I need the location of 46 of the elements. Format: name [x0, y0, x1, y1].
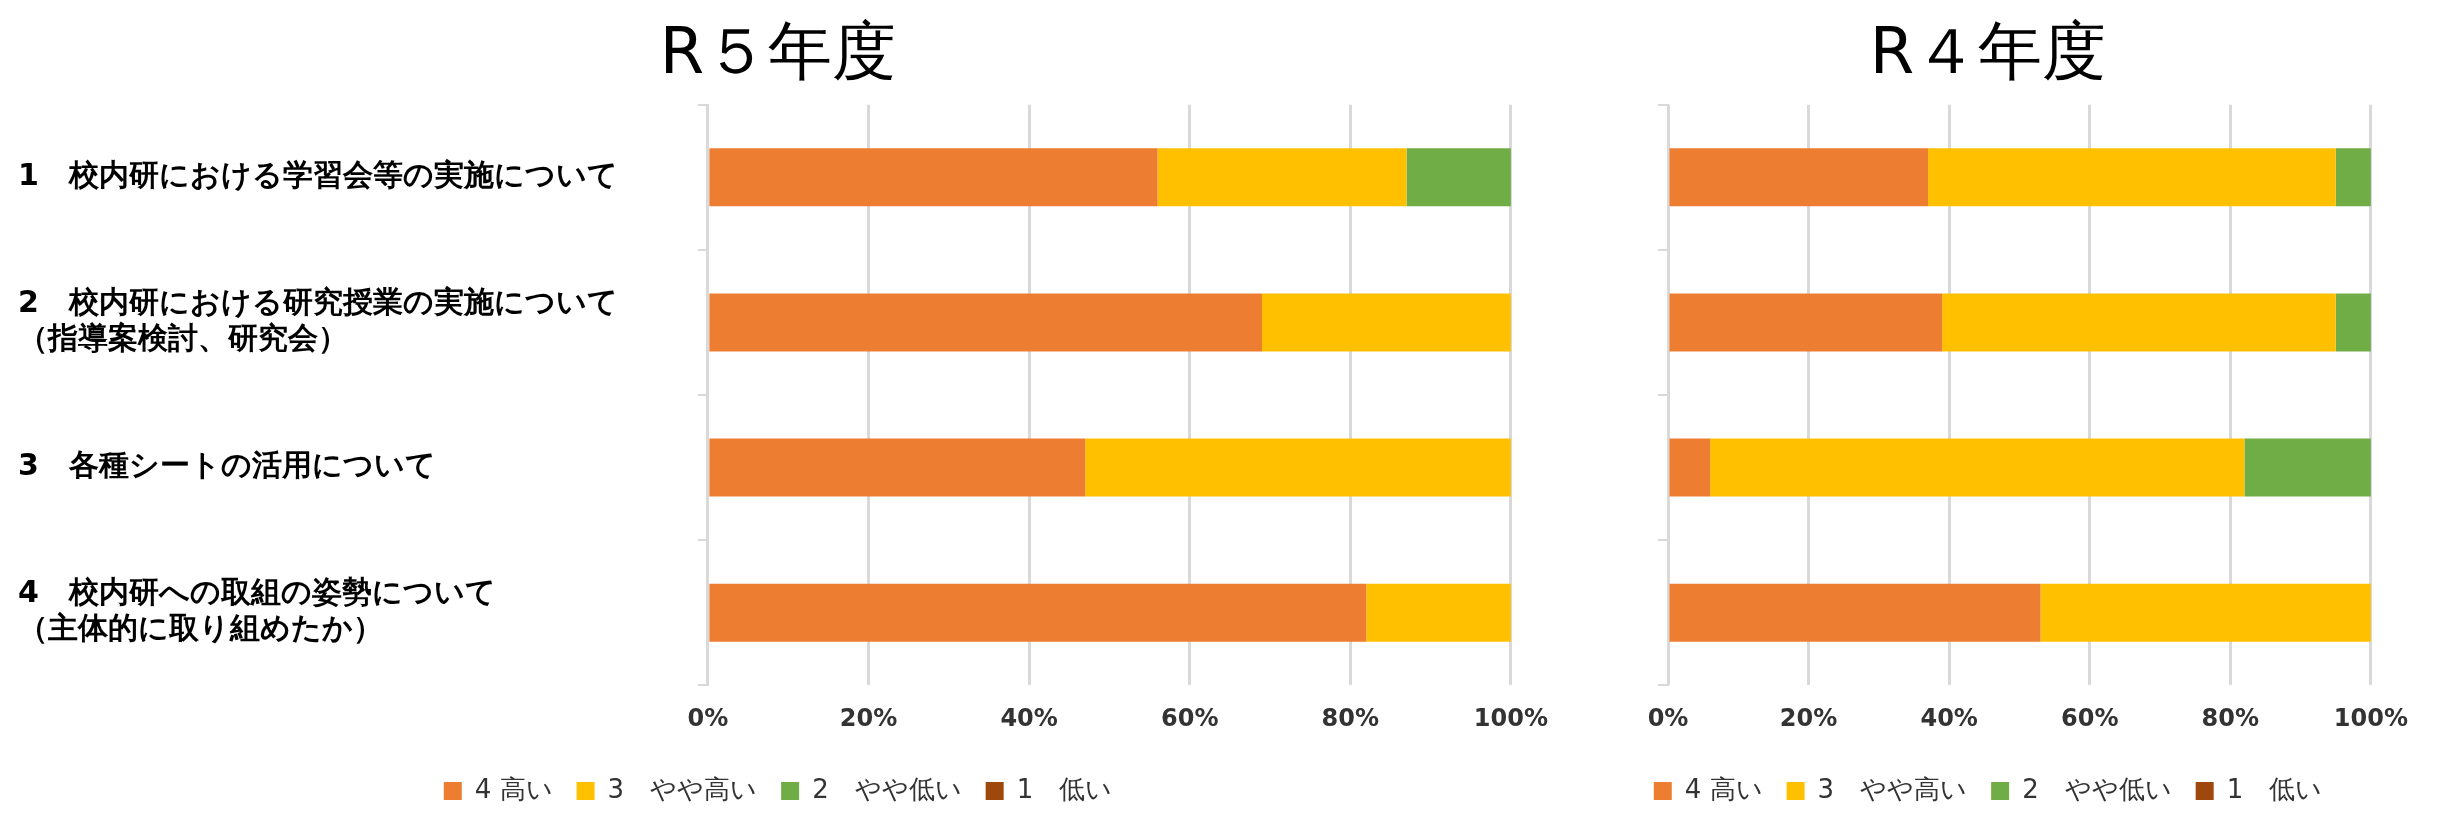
legend-label: 3 やや高い — [1817, 773, 1968, 804]
y-tick-label: 3 各種シートの活用について — [18, 447, 436, 483]
bar — [1669, 583, 2041, 642]
chart-title: R５年度 — [659, 14, 897, 89]
x-tick-label: 40% — [1000, 703, 1058, 732]
x-tick-label: 0% — [687, 703, 729, 732]
chart-title: R４年度 — [1869, 14, 2107, 89]
bar — [709, 293, 1262, 352]
legend-label: 4 高い — [474, 773, 553, 804]
x-tick-label: 40% — [1920, 703, 1978, 732]
legend-label: 2 やや低い — [812, 773, 962, 804]
x-tick-label: 0% — [1647, 703, 1689, 732]
bar — [2335, 293, 2371, 352]
bar — [1157, 148, 1407, 207]
bar — [1669, 293, 1943, 352]
bar — [2335, 148, 2371, 207]
bar — [1366, 583, 1511, 642]
legend-label: 1 低い — [1016, 773, 1113, 804]
y-tick-label: 2 校内研における研究授業の実施について（指導案検討、研究会） — [18, 284, 618, 356]
x-tick-label: 80% — [2201, 703, 2260, 732]
x-tick-label: 20% — [1779, 703, 1838, 732]
bar — [2040, 583, 2371, 642]
bar — [1710, 438, 2245, 497]
bar — [1085, 438, 1511, 497]
x-tick-label: 60% — [1160, 703, 1219, 732]
bar — [2244, 438, 2371, 497]
bar — [709, 148, 1158, 207]
legend-label: 1 低い — [2226, 773, 2323, 804]
legend-label: 4 高い — [1684, 773, 1763, 804]
x-tick-label: 100% — [1473, 703, 1549, 732]
bar — [1669, 148, 1929, 207]
bar — [709, 438, 1086, 497]
y-tick-label: 4 校内研への取組の姿勢について（主体的に取り組めたか） — [18, 574, 496, 646]
x-tick-label: 20% — [839, 703, 898, 732]
legend-label: 2 やや低い — [2022, 773, 2172, 804]
bar — [1942, 293, 2336, 352]
legend-label: 3 やや高い — [607, 773, 758, 804]
bar — [1669, 438, 1711, 497]
x-tick-label: 80% — [1321, 703, 1380, 732]
bar — [1928, 148, 2336, 207]
y-tick-label: 1 校内研における学習会等の実施について — [18, 157, 618, 193]
bar — [709, 583, 1367, 642]
x-tick-label: 100% — [2333, 703, 2409, 732]
bar — [1406, 148, 1511, 207]
x-tick-label: 60% — [2061, 703, 2119, 732]
bar — [1261, 293, 1511, 352]
